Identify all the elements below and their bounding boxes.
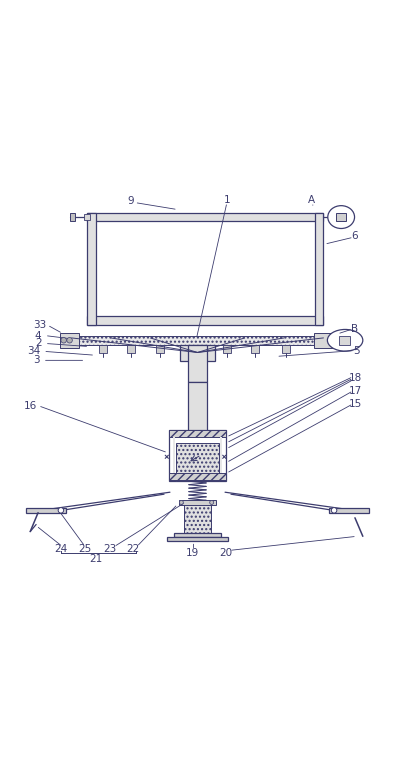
- Bar: [194, 345, 201, 353]
- Bar: [339, 336, 350, 345]
- Text: 9: 9: [127, 196, 134, 206]
- Text: 25: 25: [79, 544, 92, 555]
- Bar: [99, 345, 107, 353]
- Bar: [87, 316, 324, 325]
- Bar: [169, 430, 226, 481]
- Circle shape: [67, 338, 72, 343]
- Bar: [174, 533, 221, 538]
- Bar: [127, 345, 135, 353]
- Text: 5: 5: [354, 345, 360, 355]
- Text: 15: 15: [348, 399, 361, 409]
- Text: 6: 6: [352, 231, 358, 241]
- Text: 33: 33: [34, 320, 47, 330]
- Text: A: A: [308, 195, 315, 206]
- Circle shape: [210, 500, 214, 504]
- Bar: [71, 336, 324, 345]
- Bar: [220, 437, 222, 481]
- Text: 24: 24: [54, 544, 67, 555]
- Text: 34: 34: [28, 346, 41, 356]
- Bar: [26, 508, 66, 513]
- Bar: [84, 215, 90, 220]
- Circle shape: [58, 507, 64, 513]
- Text: 19: 19: [186, 549, 199, 558]
- Bar: [188, 382, 207, 449]
- Bar: [188, 345, 207, 382]
- Text: 21: 21: [90, 554, 103, 564]
- Bar: [176, 443, 219, 481]
- Text: 18: 18: [348, 373, 361, 383]
- Text: B: B: [352, 324, 359, 334]
- Circle shape: [331, 507, 337, 513]
- Circle shape: [179, 500, 183, 504]
- Circle shape: [61, 338, 66, 343]
- Bar: [167, 538, 228, 542]
- Bar: [184, 502, 211, 533]
- Bar: [336, 213, 346, 221]
- Bar: [282, 345, 290, 353]
- Text: 2: 2: [35, 338, 41, 348]
- Bar: [251, 345, 258, 353]
- Ellipse shape: [328, 206, 355, 228]
- Text: 3: 3: [33, 355, 40, 365]
- Bar: [169, 430, 226, 437]
- Text: 20: 20: [219, 549, 232, 558]
- Bar: [87, 212, 96, 325]
- Bar: [60, 333, 79, 348]
- Bar: [314, 333, 339, 348]
- Bar: [70, 213, 75, 221]
- Text: 22: 22: [126, 544, 139, 555]
- Bar: [179, 500, 216, 505]
- Text: 1: 1: [224, 195, 230, 206]
- Bar: [223, 345, 231, 353]
- Text: 4: 4: [35, 331, 41, 341]
- Bar: [169, 472, 226, 481]
- Ellipse shape: [327, 329, 363, 351]
- Bar: [87, 212, 324, 222]
- Bar: [180, 345, 215, 361]
- Text: 23: 23: [103, 544, 117, 555]
- Bar: [329, 508, 369, 513]
- Bar: [315, 212, 324, 325]
- Text: 16: 16: [24, 400, 37, 410]
- Bar: [156, 345, 164, 353]
- Bar: [173, 437, 175, 481]
- Text: 17: 17: [348, 386, 361, 396]
